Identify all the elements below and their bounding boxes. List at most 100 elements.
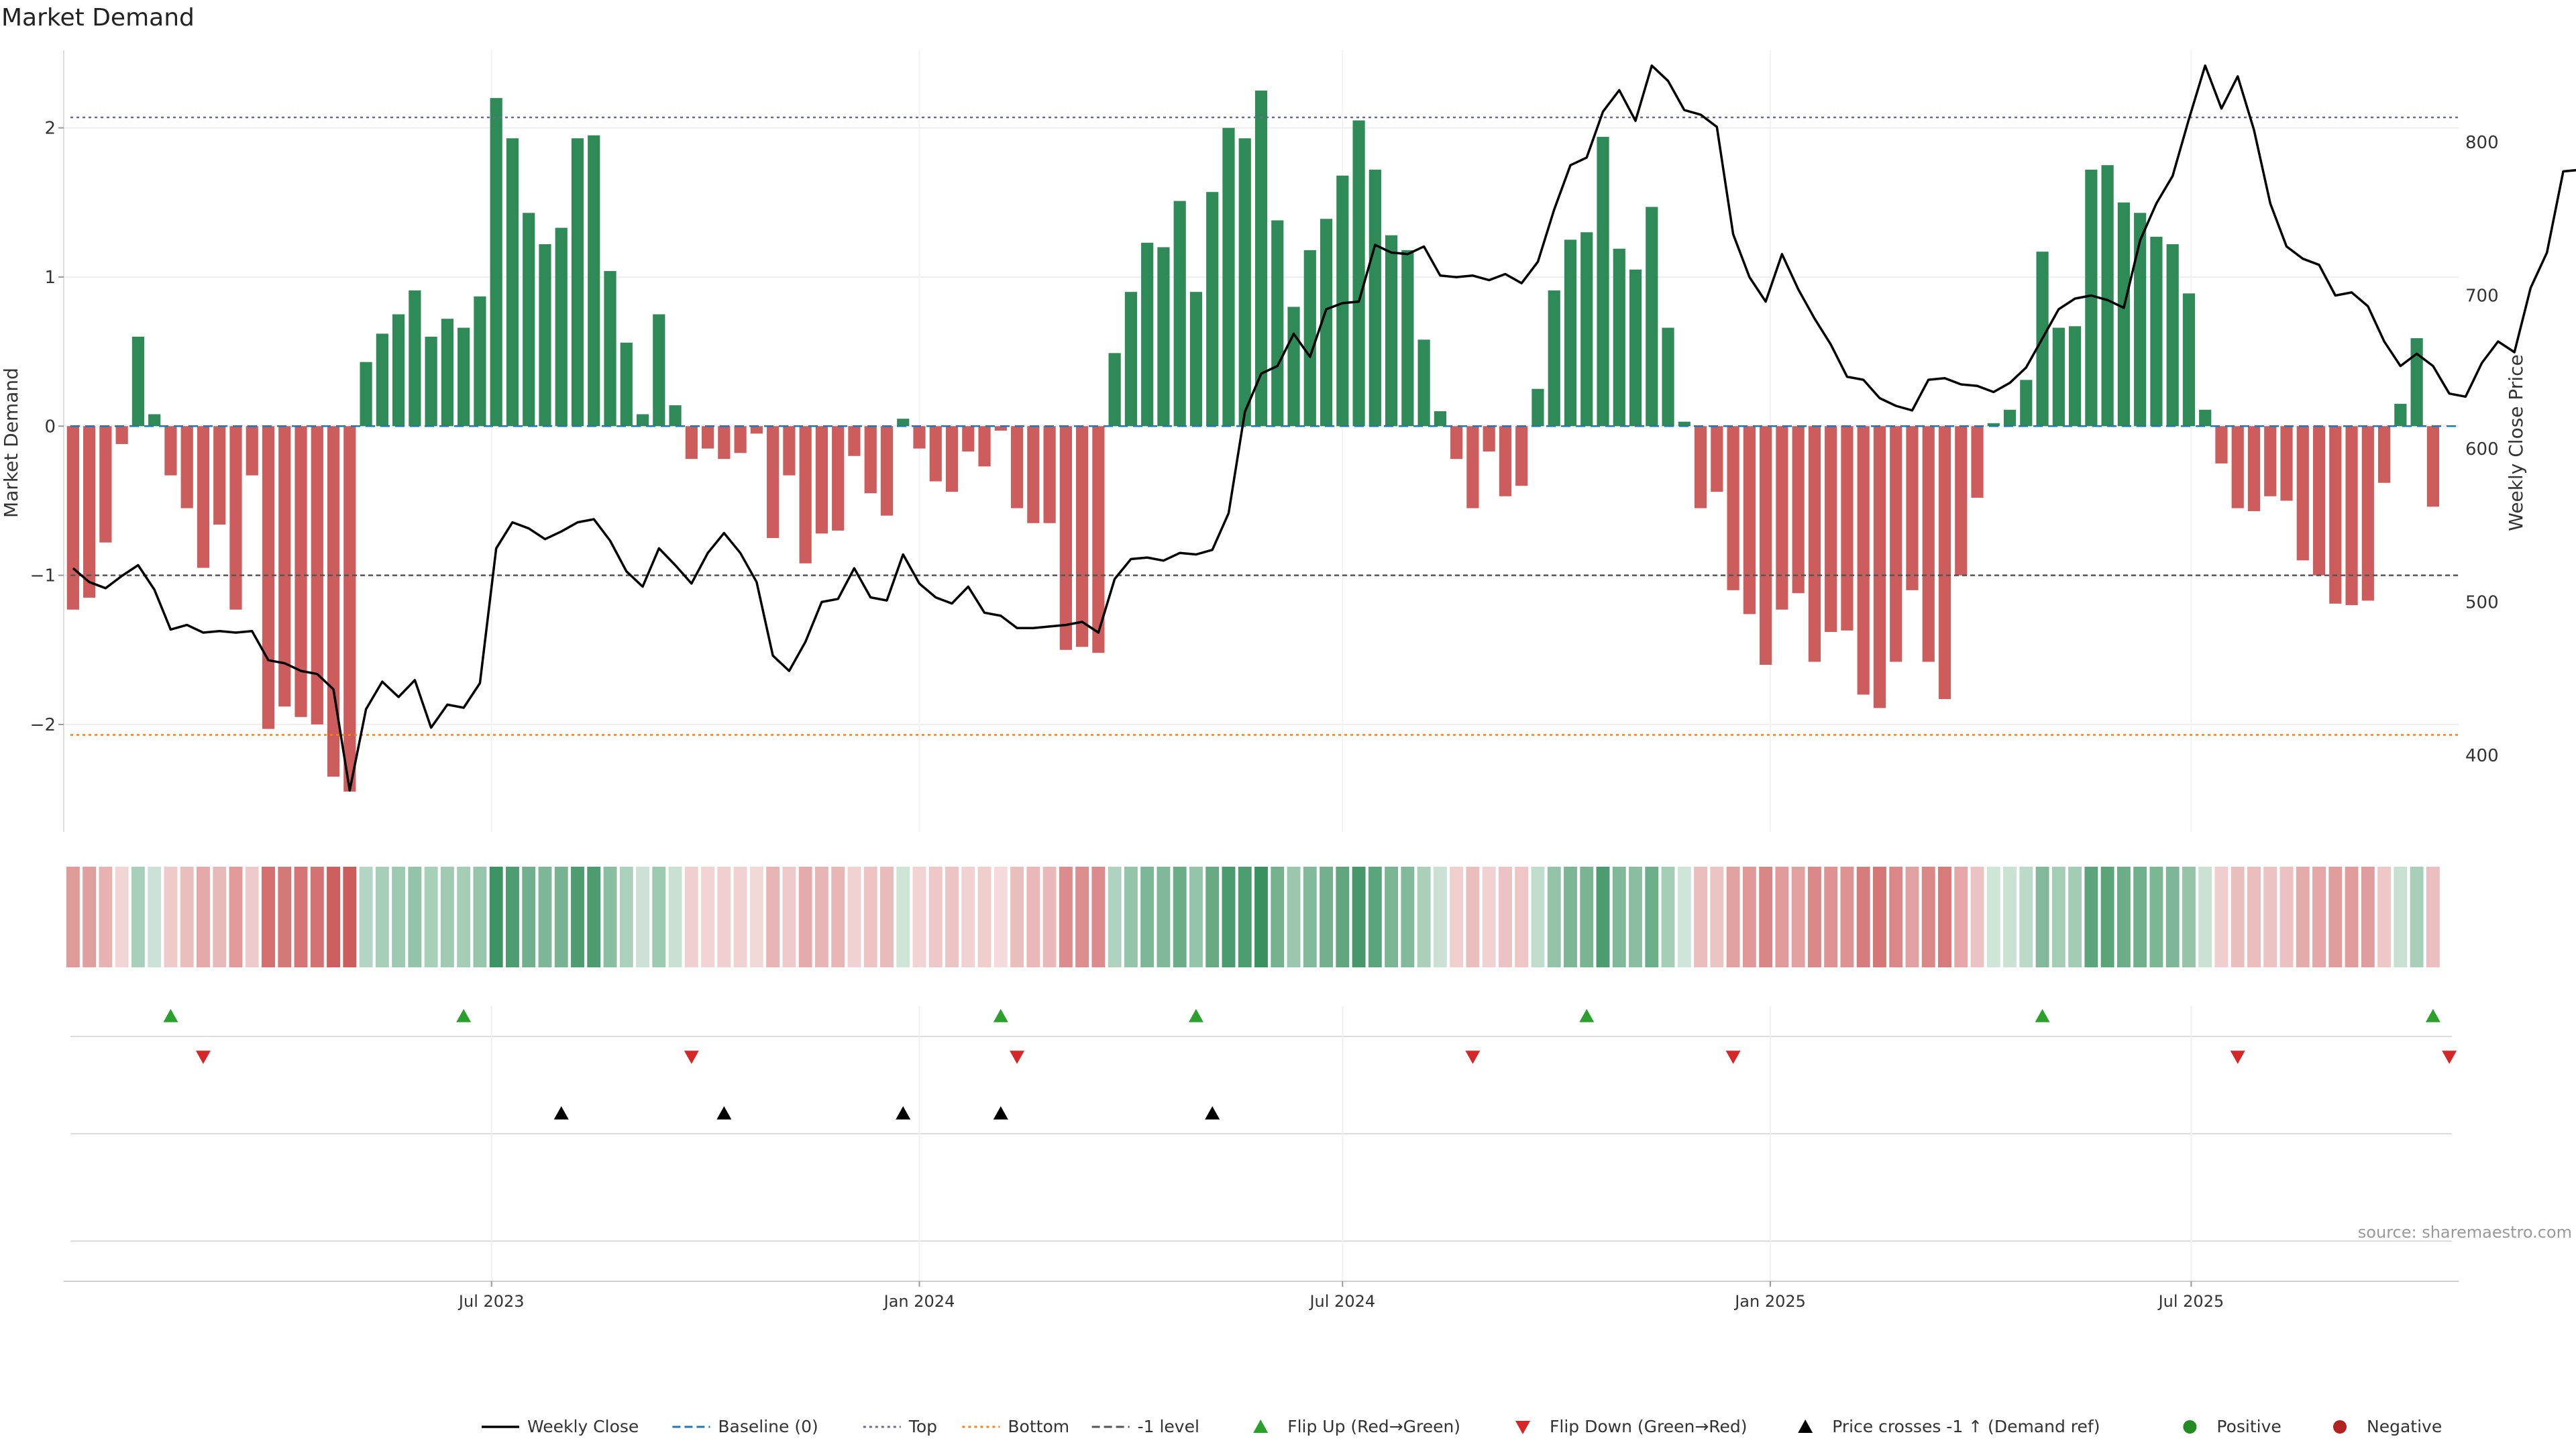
legend-swatch bbox=[1798, 1419, 1813, 1433]
price-cross-marker bbox=[716, 1106, 732, 1120]
heat-cell bbox=[1401, 867, 1415, 967]
y-tick-label: 0 bbox=[44, 417, 56, 437]
heat-cell bbox=[148, 867, 162, 967]
demand-bar bbox=[2182, 293, 2196, 427]
flip-up-marker bbox=[1579, 1009, 1595, 1022]
price-cross-marker bbox=[1205, 1106, 1220, 1120]
heat-cell bbox=[2328, 867, 2343, 967]
flip-down-marker bbox=[2230, 1051, 2245, 1064]
heat-cell bbox=[1450, 867, 1464, 967]
heat-cell bbox=[733, 867, 747, 967]
heat-cell bbox=[1026, 867, 1040, 967]
demand-bar bbox=[164, 426, 177, 476]
demand-bar bbox=[994, 426, 1007, 431]
legend-swatch bbox=[1515, 1421, 1530, 1434]
demand-bar bbox=[1352, 120, 1365, 427]
demand-bar bbox=[1711, 426, 1723, 492]
demand-bar bbox=[2264, 426, 2277, 496]
demand-bar bbox=[539, 244, 551, 427]
demand-bar bbox=[474, 296, 486, 427]
heat-cell bbox=[961, 867, 975, 967]
heat-cell bbox=[1091, 867, 1106, 967]
demand-bar bbox=[799, 426, 812, 564]
heat-cell bbox=[2312, 867, 2326, 967]
y2-tick-label: 600 bbox=[2465, 439, 2499, 460]
demand-bar bbox=[815, 426, 828, 534]
heat-cell bbox=[2149, 867, 2163, 967]
heat-cell bbox=[749, 867, 763, 967]
heat-cell bbox=[1466, 867, 1480, 967]
heat-cell bbox=[1824, 867, 1838, 967]
heat-cell bbox=[66, 867, 80, 967]
demand-bar bbox=[343, 426, 356, 792]
demand-bar bbox=[1483, 426, 1495, 452]
demand-bar bbox=[1173, 201, 1186, 427]
heat-cell bbox=[408, 867, 422, 967]
legend-swatch bbox=[2333, 1420, 2347, 1434]
heat-cell bbox=[1059, 867, 1073, 967]
heat-cell bbox=[977, 867, 991, 967]
heat-cell bbox=[2198, 867, 2212, 967]
demand-bar bbox=[1987, 423, 2000, 427]
flip-down-marker bbox=[1725, 1051, 1741, 1064]
demand-bar bbox=[2117, 202, 2130, 427]
heat-cell bbox=[928, 867, 943, 967]
legend-label: Top bbox=[908, 1417, 937, 1436]
demand-bar bbox=[571, 138, 584, 427]
demand-bar bbox=[441, 319, 453, 427]
heat-cell bbox=[2068, 867, 2082, 967]
heat-cell bbox=[2426, 867, 2440, 967]
demand-bar bbox=[1548, 290, 1560, 427]
heat-cell bbox=[2361, 867, 2375, 967]
heat-cell bbox=[619, 867, 633, 967]
demand-bar bbox=[1124, 292, 1138, 427]
axes: 2 1 0 −1 −2 800 700 600 500 400 bbox=[30, 50, 2499, 832]
demand-bar bbox=[83, 426, 96, 598]
x-tick-label: Jul 2024 bbox=[1308, 1292, 1375, 1311]
flip-down-marker bbox=[195, 1051, 211, 1064]
demand-bar bbox=[278, 426, 291, 707]
heat-cell bbox=[99, 867, 113, 967]
demand-bar bbox=[2345, 426, 2358, 606]
heat-cell bbox=[310, 867, 324, 967]
demand-bar bbox=[1938, 426, 1951, 700]
demand-bar bbox=[1597, 136, 1609, 427]
heat-cell bbox=[1042, 867, 1057, 967]
demand-bar bbox=[978, 426, 991, 467]
heat-cell bbox=[2035, 867, 2049, 967]
demand-bar bbox=[1678, 421, 1690, 427]
demand-bar bbox=[2052, 327, 2065, 427]
price-cross-marker bbox=[896, 1106, 911, 1120]
demand-heat-strip bbox=[66, 867, 2440, 967]
heat-cell bbox=[554, 867, 568, 967]
legend-label: -1 level bbox=[1138, 1417, 1199, 1436]
demand-bar bbox=[1320, 219, 1333, 427]
demand-bar bbox=[1401, 250, 1414, 427]
heat-cell bbox=[538, 867, 552, 967]
demand-bar bbox=[1564, 239, 1577, 427]
heat-cell bbox=[1564, 867, 1577, 967]
heat-cell bbox=[180, 867, 194, 967]
heat-cell bbox=[2263, 867, 2277, 967]
demand-bar bbox=[2394, 403, 2407, 427]
heat-cell bbox=[1775, 867, 1789, 967]
demand-bar bbox=[1287, 307, 1300, 427]
heat-cell bbox=[473, 867, 487, 967]
legend-label: Baseline (0) bbox=[718, 1417, 818, 1436]
y-tick-label: 1 bbox=[44, 268, 56, 288]
demand-bar bbox=[653, 314, 665, 427]
heat-cell bbox=[1629, 867, 1642, 967]
heat-cell bbox=[2084, 867, 2098, 967]
heat-cell bbox=[2377, 867, 2392, 967]
heat-cell bbox=[1271, 867, 1285, 967]
demand-bar bbox=[1157, 247, 1170, 427]
y2-tick-label: 700 bbox=[2465, 286, 2499, 306]
heat-cell bbox=[229, 867, 243, 967]
demand-bar bbox=[1662, 327, 1674, 427]
demand-bar bbox=[1059, 426, 1072, 650]
demand-bars bbox=[66, 91, 2439, 792]
heat-cell bbox=[505, 867, 519, 967]
demand-bar bbox=[392, 314, 405, 427]
heat-cell bbox=[2182, 867, 2196, 967]
